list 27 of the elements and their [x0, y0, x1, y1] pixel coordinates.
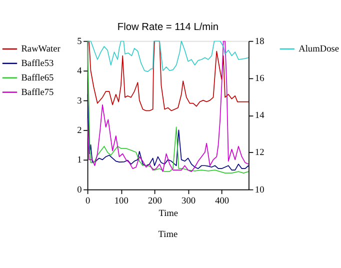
x-tick-label: 0	[85, 196, 90, 206]
y-tick-label: 3	[77, 96, 82, 106]
x-tick-label: 300	[182, 196, 196, 206]
chart-title: Flow Rate = 114 L/min	[117, 22, 219, 33]
y2-tick-label: 12	[254, 148, 265, 158]
legend-label: AlumDose	[298, 44, 340, 55]
x-tick-label: 100	[114, 196, 129, 206]
legend-label: Baffle65	[21, 73, 54, 84]
y-tick-label: 0	[77, 185, 82, 196]
y2-tick-label: 10	[254, 185, 265, 196]
y2-tick-label: 16	[254, 74, 265, 84]
y-tick-label: 5	[77, 36, 82, 47]
y2-tick-label: 18	[254, 36, 265, 47]
y-tick-label: 2	[77, 126, 82, 136]
line-series	[87, 40, 249, 112]
y-tick-label: 1	[77, 156, 82, 166]
x-tick-label: 200	[148, 196, 162, 206]
text: Time	[158, 230, 178, 240]
y2-tick-label: 14	[254, 111, 265, 122]
legend-label: Baffle53	[21, 58, 54, 69]
x-tick-label: 400	[215, 196, 230, 206]
y-tick-label: 4	[77, 66, 82, 77]
legend-label: RawWater	[21, 44, 62, 55]
line-series	[87, 94, 249, 171]
legend-label: Baffle75	[21, 88, 54, 98]
x-axis-title: Time	[158, 209, 178, 220]
line-series	[87, 40, 249, 72]
